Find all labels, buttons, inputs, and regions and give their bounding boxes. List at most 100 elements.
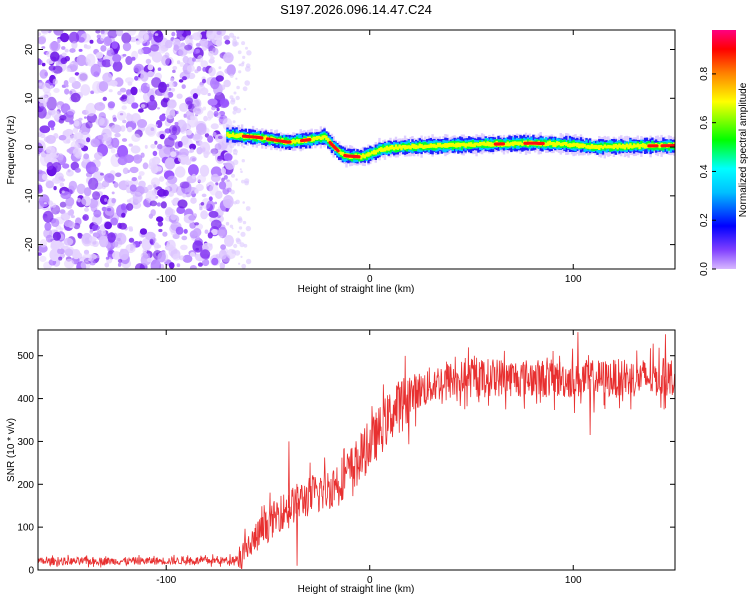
- noise-blob: [74, 167, 81, 173]
- noise-blob: [151, 156, 161, 165]
- noise-blob: [195, 42, 201, 47]
- ridge-cell: [638, 144, 641, 150]
- ridge-cell: [581, 143, 584, 148]
- noise-blob: [241, 61, 245, 64]
- ridge-cell: [621, 143, 625, 149]
- noise-blob: [73, 143, 81, 149]
- noise-blob: [113, 181, 119, 188]
- noise-blob: [245, 225, 252, 232]
- noise-blob: [226, 179, 230, 182]
- noise-blob: [79, 37, 85, 43]
- noise-blob: [128, 226, 133, 230]
- noise-blob: [124, 77, 134, 84]
- noise-blob: [192, 228, 202, 237]
- x-tick-label: 100: [565, 274, 582, 285]
- noise-blob: [64, 248, 74, 257]
- ridge-cell: [323, 135, 326, 139]
- snr-ylabel: SNR (10 * v/v): [6, 418, 17, 482]
- ridge-cell: [484, 142, 487, 147]
- ridge-peak: [300, 138, 312, 143]
- noise-blob: [92, 191, 101, 200]
- y-tick-label: 0: [28, 566, 34, 577]
- noise-blob: [165, 83, 170, 88]
- colorbar-gradient: [712, 30, 736, 269]
- noise-blob: [63, 258, 75, 269]
- noise-blob: [126, 114, 134, 122]
- noise-blob: [144, 144, 148, 149]
- noise-blob: [164, 94, 169, 99]
- noise-blob: [39, 255, 47, 262]
- ridge-cell: [607, 144, 610, 149]
- noise-blob: [119, 87, 127, 93]
- noise-blob: [232, 110, 237, 115]
- noise-blob: [235, 153, 238, 156]
- noise-blob: [158, 45, 166, 54]
- ridge-cell: [519, 141, 522, 145]
- noise-blob: [158, 176, 165, 182]
- noise-blob: [155, 120, 163, 128]
- noise-blob: [77, 232, 82, 237]
- noise-blob: [167, 175, 178, 185]
- noise-blob: [130, 243, 136, 249]
- noise-blob: [175, 226, 184, 235]
- noise-blob: [142, 162, 149, 170]
- noise-blob: [196, 123, 207, 135]
- ridge-cell: [378, 147, 381, 152]
- noise-blob: [197, 262, 203, 267]
- noise-blob: [45, 146, 56, 154]
- ridge-cell: [609, 145, 612, 149]
- y-tick-label: 200: [17, 480, 34, 491]
- noise-blob: [140, 152, 145, 158]
- noise-blob: [223, 153, 233, 162]
- noise-blob: [164, 137, 175, 148]
- ridge-cell: [292, 139, 295, 144]
- ridge-cell: [625, 143, 628, 148]
- ridge-cell: [321, 135, 324, 140]
- noise-blob: [241, 41, 246, 46]
- noise-blob: [90, 90, 95, 95]
- ridge-cell: [371, 151, 374, 155]
- ridge-cell: [623, 144, 627, 150]
- noise-blob: [189, 265, 197, 269]
- ridge-cell: [471, 143, 475, 148]
- noise-blob: [238, 262, 241, 265]
- noise-blob: [150, 143, 156, 149]
- noise-blob: [188, 164, 199, 177]
- noise-blob: [206, 200, 215, 212]
- noise-blob: [223, 35, 230, 41]
- noise-blob: [200, 87, 209, 96]
- noise-blob: [122, 53, 127, 57]
- ridge-cell: [658, 144, 661, 149]
- noise-blob: [245, 258, 252, 265]
- noise-blob: [202, 78, 206, 84]
- y-tick-label: 300: [17, 437, 34, 448]
- noise-blob: [72, 127, 79, 134]
- ridge-cell: [513, 141, 517, 145]
- noise-blob: [239, 242, 245, 248]
- noise-blob: [146, 70, 154, 78]
- noise-blob: [159, 133, 165, 140]
- noise-blob: [244, 80, 250, 86]
- noise-blob: [120, 125, 126, 132]
- noise-blob: [89, 39, 94, 44]
- noise-blob: [162, 231, 168, 237]
- noise-blob: [207, 92, 211, 97]
- ridge-cell: [468, 142, 471, 147]
- ridge-cell: [425, 144, 429, 148]
- noise-blob: [182, 254, 193, 263]
- noise-blob: [139, 240, 142, 244]
- noise-blob: [184, 44, 193, 51]
- ridge-cell: [640, 143, 643, 148]
- noise-blob: [97, 134, 104, 140]
- noise-blob: [81, 196, 92, 206]
- noise-blob: [212, 132, 217, 137]
- ridge-cell: [490, 142, 493, 147]
- noise-blob: [176, 263, 181, 268]
- noise-blob: [55, 60, 60, 66]
- noise-blob: [167, 91, 174, 98]
- ridge-cell: [460, 142, 464, 146]
- noise-blob: [116, 30, 124, 37]
- noise-blob: [219, 98, 229, 107]
- noise-blob: [240, 170, 243, 173]
- ridge-cell: [554, 142, 557, 148]
